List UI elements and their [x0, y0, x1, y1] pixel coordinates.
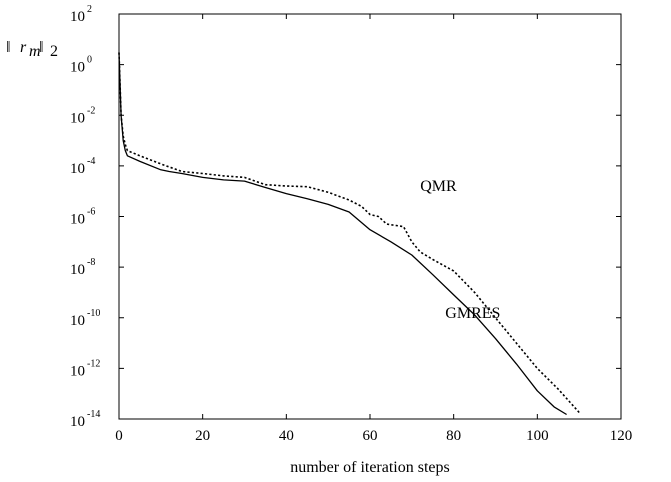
x-tick-label: 120 — [610, 428, 633, 444]
series-layer — [118, 52, 580, 416]
series-line-gmres — [118, 52, 567, 416]
x-tick-label: 0 — [115, 428, 123, 444]
y-tick-label-base: 10 — [70, 313, 85, 329]
series-line-qmr — [118, 52, 580, 414]
y-axis-title-sub2: 2 — [50, 43, 58, 60]
y-tick-label-base: 10 — [70, 161, 85, 177]
x-tick-label: 80 — [446, 428, 461, 444]
y-tick-label: 10 -6 — [70, 207, 95, 228]
y-axis-title-r: r — [20, 39, 27, 56]
y-tick-label-base: 10 — [70, 60, 85, 76]
y-tick-label-base: 10 — [70, 363, 85, 379]
y-axis-title-norm-open: ‖ — [6, 39, 11, 56]
x-tick-label: 40 — [279, 428, 294, 444]
y-tick-label-base: 10 — [70, 414, 85, 430]
x-tick-label: 60 — [363, 428, 378, 444]
x-tick-label: 100 — [526, 428, 549, 444]
y-tick-label-exponent: 0 — [87, 55, 92, 66]
y-tick-label: 10 -8 — [70, 257, 95, 278]
y-tick-label-exponent: -8 — [87, 257, 95, 268]
y-tick-label: 10 -14 — [70, 409, 100, 430]
y-axis-title-m: m — [29, 43, 41, 60]
x-axis-ticks: 0 20 40 60 80 100 120 — [115, 14, 632, 444]
y-tick-label-base: 10 — [70, 110, 85, 126]
y-tick-label-exponent: -14 — [87, 409, 100, 420]
y-tick-label: 10 0 — [70, 55, 92, 76]
y-tick-label-exponent: -2 — [87, 105, 95, 116]
annotation-qmr: QMR — [420, 178, 457, 195]
y-tick-label: 10 -4 — [70, 156, 95, 177]
y-axis-title: ‖ r m ‖ 2 — [6, 39, 58, 60]
y-tick-label-base: 10 — [70, 9, 85, 25]
y-tick-label-exponent: -10 — [87, 308, 100, 319]
x-axis-title: number of iteration steps — [290, 459, 450, 476]
y-tick-label-base: 10 — [70, 212, 85, 228]
annotation-layer: QMR GMRES — [420, 178, 500, 322]
annotation-gmres: GMRES — [445, 305, 500, 322]
y-tick-label-exponent: 2 — [87, 4, 92, 15]
y-tick-label-base: 10 — [70, 262, 85, 278]
y-axis-title-norm-close: ‖ — [39, 39, 44, 56]
y-tick-label: 10 2 — [70, 4, 92, 25]
y-tick-label-exponent: -12 — [87, 358, 100, 369]
y-tick-label-exponent: -6 — [87, 207, 95, 218]
plot-frame — [118, 13, 622, 420]
y-tick-label-exponent: -4 — [87, 156, 95, 167]
y-tick-label: 10 -12 — [70, 358, 100, 379]
x-tick-label: 20 — [195, 428, 210, 444]
y-tick-label: 10 -2 — [70, 105, 95, 126]
y-tick-label: 10 -10 — [70, 308, 100, 329]
